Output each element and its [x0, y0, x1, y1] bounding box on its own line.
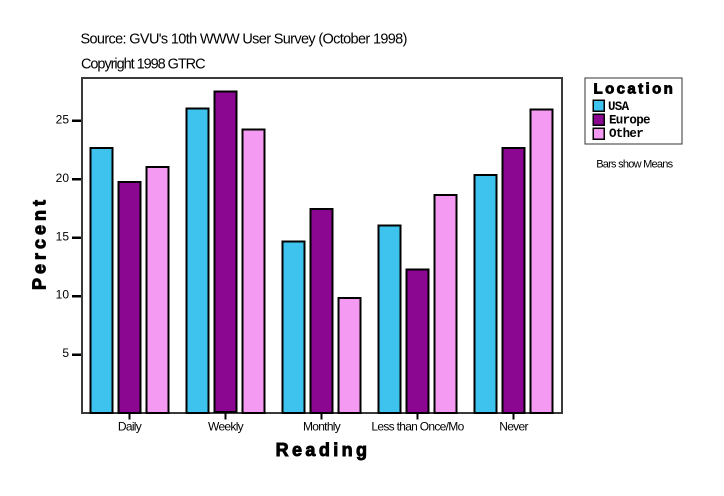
- svg-text:Reading: Reading: [276, 440, 371, 460]
- svg-text:20: 20: [56, 171, 70, 185]
- svg-text:Weekly: Weekly: [208, 420, 244, 434]
- svg-text:Other: Other: [609, 127, 643, 141]
- svg-text:Percent: Percent: [29, 196, 49, 290]
- svg-text:Source: GVU's 10th WWW User Su: Source: GVU's 10th WWW User Survey (Octo…: [81, 32, 407, 48]
- svg-text:Europe: Europe: [609, 114, 650, 128]
- svg-text:5: 5: [62, 346, 69, 360]
- svg-text:Less than Once/Mo: Less than Once/Mo: [371, 420, 464, 434]
- svg-text:Location: Location: [594, 81, 676, 98]
- svg-text:25: 25: [56, 112, 70, 126]
- svg-text:Never: Never: [499, 420, 528, 434]
- svg-text:15: 15: [56, 229, 70, 243]
- svg-text:Monthly: Monthly: [303, 420, 341, 434]
- svg-text:Copyright 1998 GTRC: Copyright 1998 GTRC: [81, 57, 205, 73]
- svg-text:10: 10: [56, 288, 70, 302]
- svg-text:USA: USA: [608, 100, 630, 114]
- svg-text:Bars show Means: Bars show Means: [596, 158, 673, 170]
- svg-text:Daily: Daily: [118, 420, 142, 434]
